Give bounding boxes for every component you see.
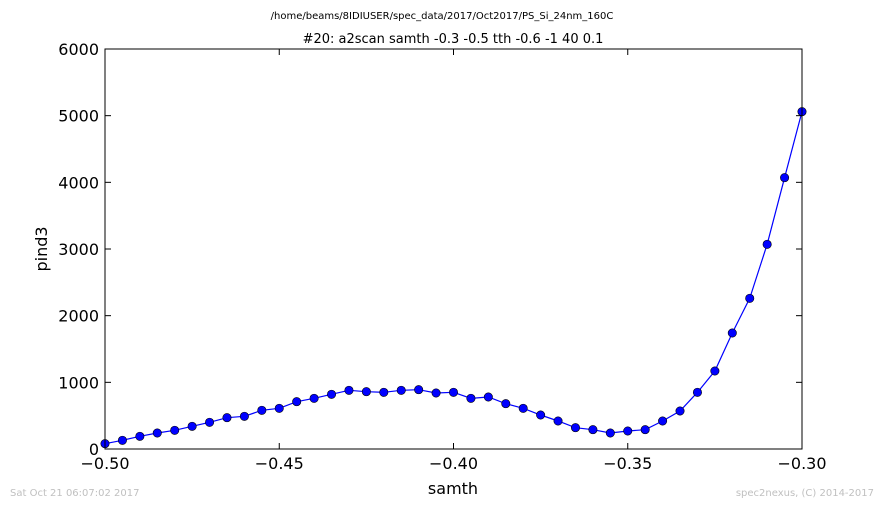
y-tick-label: 1000 (58, 373, 99, 392)
y-tick-label: 5000 (58, 107, 99, 126)
data-point (187, 421, 197, 431)
data-point (292, 397, 302, 407)
data-point (623, 426, 633, 436)
x-tick-label: −0.35 (603, 454, 652, 473)
data-point (745, 293, 755, 303)
data-point (501, 399, 511, 409)
credit-label: spec2nexus, (C) 2014-2017 (735, 488, 874, 499)
data-point (309, 393, 319, 403)
data-point (379, 387, 389, 397)
y-tick-label: 0 (89, 440, 99, 459)
data-point (396, 385, 406, 395)
data-point (135, 431, 145, 441)
y-axis-label: pind3 (32, 226, 51, 271)
data-point (344, 385, 354, 395)
data-point (640, 425, 650, 435)
data-point (536, 410, 546, 420)
x-tick-label: −0.30 (777, 454, 826, 473)
data-point (414, 385, 424, 395)
data-point (675, 406, 685, 416)
y-tick-label: 4000 (58, 173, 99, 192)
x-axis-label: samth (428, 479, 478, 498)
data-point (274, 403, 284, 413)
x-tick-label: −0.50 (80, 454, 129, 473)
data-point (553, 416, 563, 426)
data-point (570, 423, 580, 433)
data-point (762, 239, 772, 249)
data-point (658, 416, 668, 426)
data-point (692, 387, 702, 397)
figure-suptitle: /home/beams/8IDIUSER/spec_data/2017/Oct2… (271, 11, 614, 22)
x-tick-label: −0.45 (255, 454, 304, 473)
timestamp-label: Sat Oct 21 06:07:02 2017 (10, 488, 140, 499)
chart-title: #20: a2scan samth -0.3 -0.5 tth -0.6 -1 … (303, 32, 604, 47)
y-tick-label: 2000 (58, 307, 99, 326)
plot-area: −0.50 −0.45 −0.40 −0.35 −0.30 0 1000 2000 3000 40… (58, 40, 826, 473)
data-point (448, 387, 458, 397)
data-point (152, 428, 162, 438)
x-tick-label: −0.40 (429, 454, 478, 473)
data-point (605, 428, 615, 438)
y-tick-label: 6000 (58, 40, 99, 59)
data-point (239, 411, 249, 421)
data-point (205, 417, 215, 427)
data-point (327, 389, 337, 399)
data-point (222, 413, 232, 423)
data-point (483, 392, 493, 402)
data-point (257, 405, 267, 415)
data-point (518, 403, 528, 413)
data-point (588, 425, 598, 435)
data-point (727, 328, 737, 338)
data-point (431, 388, 441, 398)
data-point (780, 173, 790, 183)
y-tick-label: 3000 (58, 240, 99, 259)
data-point (361, 387, 371, 397)
data-point (117, 435, 127, 445)
data-point (710, 366, 720, 376)
data-point (466, 393, 476, 403)
data-point (170, 425, 180, 435)
